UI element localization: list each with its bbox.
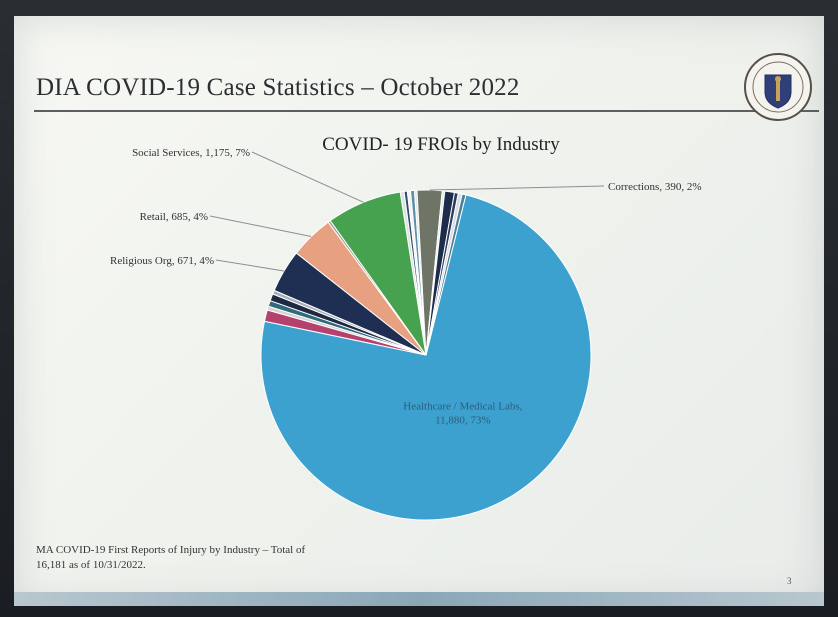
- massachusetts-seal-icon: [744, 53, 812, 121]
- data-label: Retail, 685, 4%: [140, 211, 208, 223]
- leader-line: [429, 185, 605, 191]
- data-label: 11,880, 73%: [435, 415, 491, 427]
- slide-title: DIA COVID-19 Case Statistics – October 2…: [36, 74, 520, 101]
- pie-slice: [260, 194, 592, 521]
- presentation-slide: DIA COVID-19 Case Statistics – October 2…: [14, 16, 824, 606]
- data-label: Corrections, 390, 2%: [608, 181, 701, 193]
- chart-title: COVID- 19 FROIs by Industry: [322, 134, 560, 155]
- data-label: Healthcare / Medical Labs,: [403, 401, 522, 413]
- pie-chart: Healthcare / Medical Labs, 11,880, 73% Cor…: [110, 147, 701, 521]
- data-label: Religious Org, 671, 4%: [110, 255, 214, 267]
- title-divider: [34, 110, 819, 112]
- pie-slice: [425, 193, 467, 356]
- footnote: MA COVID-19 First Reports of Injury by I…: [36, 544, 306, 571]
- leader-line: [215, 259, 285, 272]
- slide-footer-band: [14, 592, 824, 606]
- page-number: 3: [787, 576, 792, 586]
- data-label: Social Services, 1,175, 7%: [132, 147, 250, 159]
- leader-line: [209, 215, 312, 237]
- leader-line: [251, 151, 364, 203]
